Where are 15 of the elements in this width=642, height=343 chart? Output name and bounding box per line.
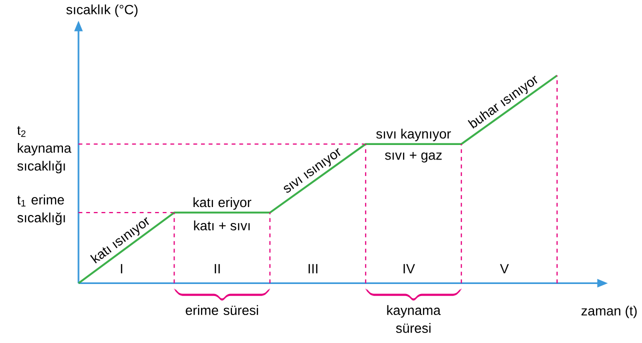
annotation: katı eriyor xyxy=(194,198,252,210)
ref-line-label: t$_{1}$ erime sıcaklığı xyxy=(17,194,65,226)
annotation: IV xyxy=(404,264,415,274)
ref-line-label: t$_{2}$ kaynama sıcaklığı xyxy=(17,126,72,174)
annotation: sıvı kaynıyor xyxy=(376,128,451,142)
text: kaynama süresi xyxy=(387,305,441,334)
annotation: sıvı + gaz xyxy=(385,152,442,163)
annotation: II xyxy=(214,264,220,274)
annotation: III xyxy=(308,264,318,274)
annotation: V xyxy=(500,264,509,274)
text: erime süresi xyxy=(186,305,258,316)
annotation: katı + sıvı xyxy=(194,220,250,231)
y-axis-title: sıcaklık (°C) xyxy=(66,4,138,18)
annotation: I xyxy=(120,264,122,274)
x-axis-title: zaman (t) xyxy=(581,306,637,318)
